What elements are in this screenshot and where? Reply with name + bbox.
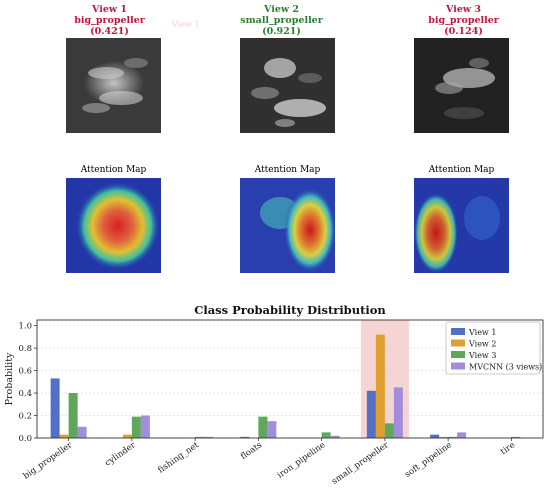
view-3-title: View 3 big_propeller (0.124) bbox=[416, 4, 511, 37]
legend-label: View 2 bbox=[468, 340, 496, 349]
bar-mvcnn-3-views--soft_pipeline bbox=[457, 432, 467, 438]
legend-swatch bbox=[451, 351, 465, 358]
y-axis-label: Probability bbox=[4, 352, 15, 405]
bar-view-1-soft_pipeline bbox=[430, 434, 440, 438]
y-tick-label: 1.0 bbox=[18, 322, 32, 332]
bar-view-1-floats bbox=[240, 436, 250, 438]
chart-title: Class Probability Distribution bbox=[194, 303, 386, 317]
bar-view-3-cylinder bbox=[131, 416, 141, 438]
bar-view-2-big_propeller bbox=[59, 434, 69, 438]
x-tick-label: soft_pipeline bbox=[403, 440, 454, 480]
x-tick-label: floats bbox=[239, 440, 264, 462]
legend-swatch bbox=[451, 328, 465, 335]
bar-view-2-small_propeller bbox=[375, 334, 385, 438]
bar-view-3-big_propeller bbox=[68, 393, 78, 438]
attention-map-view-1 bbox=[66, 178, 161, 273]
y-tick-label: 0.2 bbox=[18, 412, 32, 422]
x-tick-label: tire bbox=[499, 440, 517, 457]
view-1-pred: big_propeller bbox=[74, 15, 145, 26]
view-1-label: View 1 bbox=[92, 4, 127, 15]
bar-mvcnn-3-views--small_propeller bbox=[393, 387, 403, 438]
bar-view-1-small_propeller bbox=[366, 390, 376, 438]
y-tick-label: 0.4 bbox=[18, 389, 32, 399]
bar-view-3-tire bbox=[511, 436, 521, 438]
view-2-label: View 2 bbox=[264, 4, 299, 15]
x-tick-label: cylinder bbox=[103, 440, 138, 469]
y-tick-label: 0.8 bbox=[18, 344, 32, 354]
bar-view-2-soft_pipeline bbox=[439, 436, 449, 438]
x-tick-label: big_propeller bbox=[22, 440, 76, 482]
attention-map-view-2 bbox=[240, 178, 335, 273]
bar-view-3-small_propeller bbox=[384, 423, 394, 438]
bar-mvcnn-3-views--fishing_net bbox=[204, 436, 214, 438]
view-1-title: View 1 big_propeller (0.421) bbox=[62, 4, 157, 37]
legend-swatch bbox=[451, 339, 465, 347]
legend-label: View 3 bbox=[468, 351, 496, 360]
bar-mvcnn-3-views--big_propeller bbox=[77, 426, 87, 438]
bar-view-2-cylinder bbox=[122, 434, 132, 438]
bar-mvcnn-3-views--floats bbox=[267, 421, 277, 438]
x-tick-label: fishing_net bbox=[156, 440, 201, 476]
plot-frame bbox=[36, 319, 544, 439]
sonar-image-view-2 bbox=[240, 38, 335, 133]
legend-swatch bbox=[451, 362, 465, 370]
y-tick-label: 0.0 bbox=[18, 434, 32, 444]
bar-mvcnn-3-views--cylinder bbox=[140, 415, 150, 438]
bar-view-3-fishing_net bbox=[195, 436, 205, 438]
x-tick-label: iron_pipeline bbox=[276, 440, 328, 480]
bar-view-3-floats bbox=[258, 416, 268, 438]
class-probability-chart: 0.0 0.2 0.4 0.6 0.8 1.0 big_propeller cylinder f… bbox=[4, 303, 544, 487]
legend-label: MVCNN (3 views) bbox=[469, 363, 542, 372]
sonar-image-view-3 bbox=[414, 38, 509, 133]
attention-map-view-3 bbox=[414, 178, 509, 273]
view-2-score: (0.921) bbox=[262, 26, 301, 37]
sonar-image-view-1 bbox=[66, 38, 161, 133]
attention-title-2: Attention Map bbox=[254, 165, 321, 175]
bar-mvcnn-3-views--iron_pipeline bbox=[330, 435, 340, 438]
legend-label: View 1 bbox=[468, 328, 496, 337]
view-3-label: View 3 bbox=[446, 4, 481, 15]
attention-title-1: Attention Map bbox=[80, 165, 147, 175]
view-3-pred: big_propeller bbox=[428, 15, 499, 26]
legend-box bbox=[445, 321, 541, 375]
bar-view-1-big_propeller bbox=[50, 378, 60, 438]
view-2-pred: small_propeller bbox=[240, 15, 323, 26]
y-tick-label: 0.6 bbox=[18, 367, 32, 377]
view-1-score: (0.421) bbox=[90, 26, 129, 37]
view-3-score: (0.124) bbox=[444, 26, 483, 37]
x-tick-label: small_propeller bbox=[330, 440, 391, 487]
bar-view-3-iron_pipeline bbox=[321, 432, 331, 438]
view-2-title: View 2 small_propeller (0.921) bbox=[234, 4, 329, 37]
ghost-label: View 1 bbox=[172, 20, 200, 29]
attention-title-3: Attention Map bbox=[428, 165, 495, 175]
bar-view-3-soft_pipeline bbox=[448, 436, 458, 438]
